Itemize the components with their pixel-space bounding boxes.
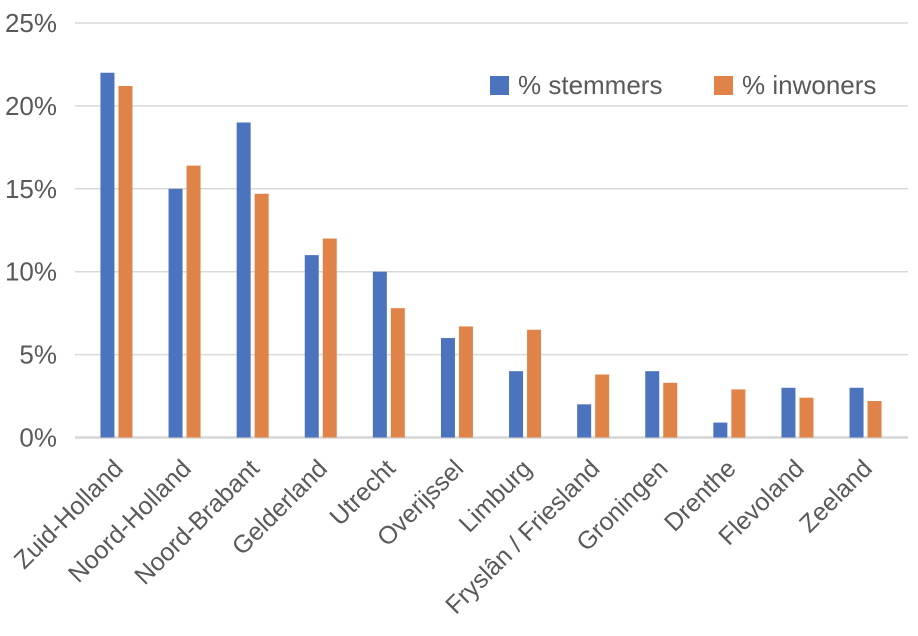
bar-stemmers bbox=[781, 387, 796, 438]
bar-stemmers bbox=[645, 371, 660, 438]
bar-stemmers bbox=[236, 122, 251, 438]
y-tick-label: 15% bbox=[5, 174, 57, 204]
bar-inwoners bbox=[663, 382, 678, 438]
bar-stemmers bbox=[509, 371, 524, 438]
y-tick-label: 20% bbox=[5, 91, 57, 121]
bar-stemmers bbox=[168, 188, 183, 438]
bar-inwoners bbox=[799, 397, 814, 438]
legend-swatch-stemmers bbox=[490, 76, 509, 95]
bar-inwoners bbox=[458, 326, 473, 438]
bar-stemmers bbox=[440, 338, 455, 438]
legend-label-stemmers: % stemmers bbox=[518, 70, 662, 100]
bar-stemmers bbox=[100, 72, 115, 438]
bar-inwoners bbox=[322, 238, 337, 438]
bar-inwoners bbox=[867, 401, 882, 438]
bar-stemmers bbox=[372, 271, 387, 438]
x-axis-label: Zeeland bbox=[794, 454, 878, 538]
y-tick-label: 25% bbox=[5, 8, 57, 38]
bar-stemmers bbox=[577, 404, 592, 438]
bar-stemmers bbox=[849, 387, 864, 438]
bar-inwoners bbox=[390, 308, 405, 438]
x-axis-label: Noord-Holland bbox=[63, 454, 197, 588]
bar-stemmers bbox=[713, 422, 728, 438]
bar-inwoners bbox=[595, 374, 610, 438]
bar-inwoners bbox=[118, 86, 133, 438]
bar-stemmers bbox=[304, 255, 319, 438]
y-tick-label: 0% bbox=[19, 423, 57, 453]
legend-swatch-inwoners bbox=[714, 76, 733, 95]
bar-inwoners bbox=[731, 389, 746, 438]
y-tick-label: 10% bbox=[5, 257, 57, 287]
bar-inwoners bbox=[254, 193, 269, 438]
bar-inwoners bbox=[186, 165, 201, 438]
bar-inwoners bbox=[527, 329, 542, 438]
legend-label-inwoners: % inwoners bbox=[742, 70, 876, 100]
y-tick-label: 5% bbox=[19, 340, 57, 370]
